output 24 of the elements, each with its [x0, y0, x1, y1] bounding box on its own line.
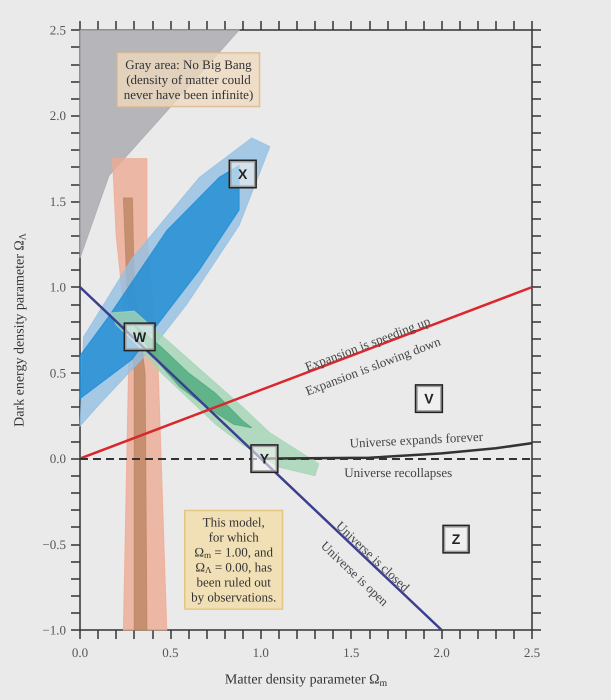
x-tick-label: 0.0	[72, 645, 88, 660]
y-tick-label: 0.5	[50, 365, 66, 380]
y-axis-title: Dark energy density parameter ΩΛ	[12, 233, 28, 427]
y-tick-label: 1.5	[50, 194, 66, 209]
x-tick-label: 1.5	[343, 645, 360, 660]
annotation: Gray area: No Big Bang (density of matter could never have been infinite)	[124, 57, 254, 102]
y-tick-label: −1.0	[42, 622, 66, 638]
annotation: Universe expands forever	[349, 428, 484, 451]
annotation: V	[424, 390, 434, 407]
annotation: X	[238, 166, 248, 182]
y-tick-label: −0.5	[42, 536, 66, 552]
annotation: Y	[260, 450, 270, 467]
x-tick-label: 1.0	[252, 645, 269, 660]
x-tick-label: 2.0	[433, 645, 450, 660]
x-tick-label: 0.5	[162, 645, 179, 660]
x-tick-label: 2.5	[524, 645, 540, 660]
y-tick-label: 2.0	[50, 108, 66, 124]
annotation: Universe recollapses	[344, 464, 452, 480]
annotation: W	[133, 328, 148, 345]
y-tick-label: 0.0	[50, 451, 66, 466]
annotation: Z	[452, 531, 461, 548]
y-tick-label: 1.0	[50, 280, 66, 295]
text: This model, for which Ωm = 1.00, and ΩΛ = 0.00, has been ruled out by observations.	[191, 514, 276, 605]
y-tick-label: 2.5	[50, 22, 66, 38]
